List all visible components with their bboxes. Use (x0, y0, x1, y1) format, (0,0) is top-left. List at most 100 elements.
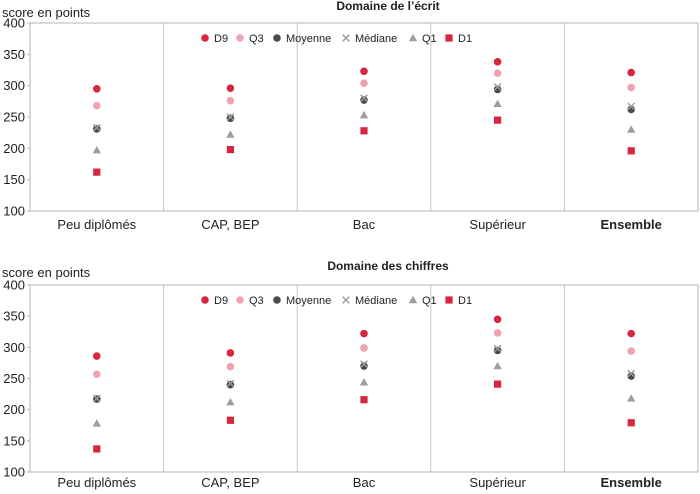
point-q1-peu-diplomes (92, 146, 101, 154)
legend-marker-mediane (342, 34, 350, 42)
point-d9-bac (360, 67, 368, 76)
y-axis-label: score en points (2, 265, 91, 280)
chart-title: Domaine des chiffres (327, 259, 449, 273)
point-d9-bac (360, 329, 368, 338)
point-q1-superieur (493, 361, 502, 370)
point-q3-ensemble (627, 347, 635, 355)
category-label-cap-bep: CAP, BEP (201, 217, 259, 232)
point-moyenne-superieur (493, 346, 502, 355)
legend-label-d9: D9 (214, 33, 228, 45)
point-q1-ensemble (627, 125, 636, 133)
y-tick-label: 200 (3, 141, 25, 156)
legend-marker-q1 (408, 33, 418, 42)
point-d9-ensemble (627, 68, 635, 77)
category-label-bac: Bac (353, 475, 376, 490)
legend-label-d9: D9 (214, 295, 228, 307)
y-tick-label: 100 (3, 465, 25, 480)
legend-marker-q1 (408, 295, 418, 304)
legend-label-moyenne: Moyenne (286, 33, 331, 45)
y-tick-label: 150 (3, 433, 25, 448)
y-tick-label: 400 (3, 278, 25, 293)
point-d1-superieur (494, 380, 502, 388)
point-d1-bac (360, 127, 368, 135)
chart-panel-2: 100 150 200 250 300 350 400 Domaine des chiffre… (2, 259, 699, 490)
point-mediane-peu-diplomes (92, 394, 101, 403)
legend-marker-d9 (201, 296, 209, 304)
point-q3-peu-diplomes (93, 370, 101, 378)
point-mediane-bac (360, 94, 368, 103)
point-q3-bac (360, 344, 368, 352)
legend-label-mediane: Médiane (355, 33, 397, 45)
legend-marker-q3 (236, 34, 244, 42)
point-q3-superieur (493, 329, 502, 337)
y-tick-label: 350 (3, 309, 25, 324)
legend-marker-q3 (236, 296, 244, 304)
category-label-peu-diplomes: Peu diplômés (57, 217, 136, 232)
point-mediane-ensemble (627, 102, 636, 111)
legend: D9 Q3 Moyenne Médiane Q1 D1 (201, 295, 472, 307)
point-d1-superieur (494, 116, 502, 124)
point-q1-bac (359, 378, 369, 386)
point-d1-ensemble (627, 147, 635, 155)
legend-label-q1: Q1 (422, 295, 437, 307)
legend-marker-mediane (342, 296, 350, 304)
point-mediane-superieur (493, 344, 502, 353)
point-mediane-superieur (493, 83, 502, 91)
point-moyenne-bac (360, 362, 368, 370)
point-d1-peu-diplomes (93, 168, 101, 176)
point-d9-peu-diplomes (93, 352, 101, 360)
point-q1-cap-bep (226, 130, 235, 138)
legend-marker-d9 (201, 34, 209, 42)
point-q3-peu-diplomes (93, 101, 101, 110)
y-tick-label: 300 (3, 340, 25, 355)
y-tick-label: 100 (3, 204, 25, 219)
legend-label-q3: Q3 (249, 295, 264, 307)
y-tick-label: 300 (3, 78, 25, 93)
point-d9-superieur (493, 58, 502, 66)
point-moyenne-peu-diplomes (93, 125, 101, 133)
y-tick-label: 150 (3, 172, 25, 187)
point-d9-ensemble (627, 329, 635, 338)
legend-marker-moyenne (273, 296, 281, 304)
point-d1-cap-bep (226, 416, 234, 424)
point-moyenne-cap-bep (226, 380, 235, 389)
legend-marker-d1 (445, 296, 453, 304)
point-d9-superieur (493, 315, 502, 324)
legend-label-q1: Q1 (422, 33, 437, 45)
legend: D9 Q3 Moyenne Médiane Q1 D1 (201, 33, 472, 45)
point-q1-ensemble (627, 394, 636, 402)
point-mediane-bac (360, 360, 368, 369)
point-moyenne-superieur (493, 85, 502, 94)
point-q3-bac (360, 79, 368, 87)
point-q3-ensemble (627, 83, 635, 92)
chart-title: Domaine de l’écrit (336, 0, 439, 13)
point-mediane-ensemble (627, 369, 636, 378)
point-q3-cap-bep (226, 96, 235, 105)
legend-label-mediane: Médiane (355, 295, 397, 307)
category-label-ensemble: Ensemble (600, 475, 661, 490)
legend-marker-moyenne (273, 34, 281, 42)
point-d1-cap-bep (226, 145, 234, 154)
point-d9-peu-diplomes (93, 85, 101, 93)
category-label-superieur: Supérieur (469, 217, 526, 232)
legend-label-moyenne: Moyenne (286, 295, 331, 307)
point-q1-cap-bep (226, 397, 235, 406)
point-d9-cap-bep (226, 349, 235, 357)
point-d1-ensemble (627, 419, 635, 427)
category-label-peu-diplomes: Peu diplômés (57, 475, 136, 490)
point-moyenne-cap-bep (226, 114, 235, 123)
point-q1-superieur (493, 99, 502, 108)
point-q3-cap-bep (226, 362, 235, 371)
y-tick-label: 200 (3, 402, 25, 417)
category-label-bac: Bac (353, 217, 376, 232)
legend-label-d1: D1 (458, 295, 472, 307)
point-moyenne-ensemble (627, 372, 635, 380)
point-mediane-cap-bep (226, 379, 235, 388)
category-label-ensemble: Ensemble (600, 217, 661, 232)
y-tick-label: 400 (3, 16, 25, 31)
point-q1-peu-diplomes (92, 419, 101, 427)
point-moyenne-bac (360, 96, 368, 104)
point-d9-cap-bep (226, 84, 235, 92)
